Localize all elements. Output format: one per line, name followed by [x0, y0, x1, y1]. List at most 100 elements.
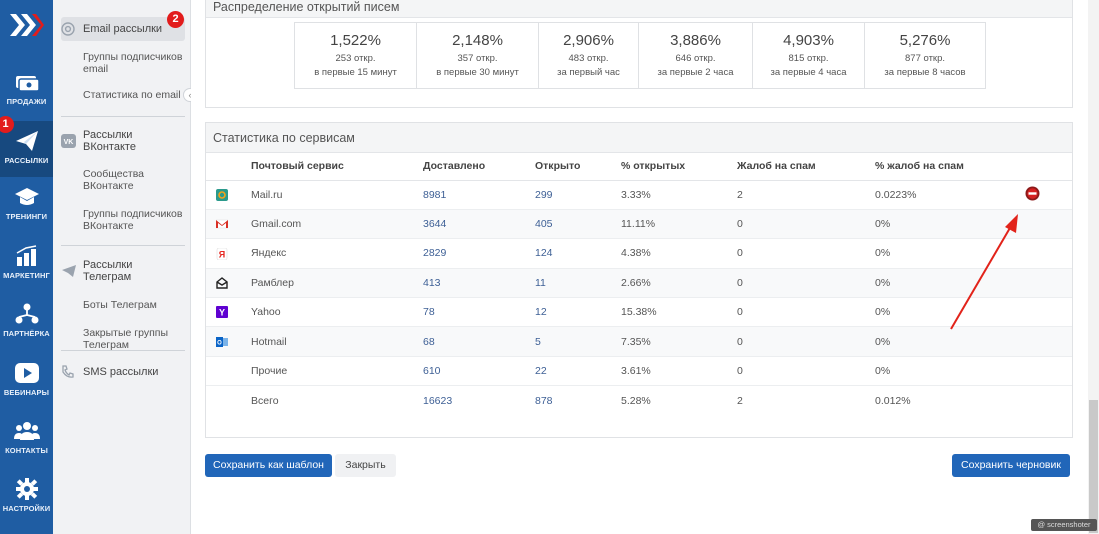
sidebar-item-sms[interactable]: SMS рассылки [61, 360, 185, 384]
table-row: Рамблер 413 11 2.66% 0 0% [206, 268, 1072, 299]
delivered-value: 78 [423, 297, 535, 328]
delivered-value: 3644 [423, 209, 535, 240]
open-percent: 2,906% [563, 32, 614, 49]
watermark: @ screenshoter [1031, 519, 1097, 531]
spam-complaints-value: 0 [737, 356, 875, 387]
delivered-value: 413 [423, 268, 535, 299]
column-header: Жалоб на спам [737, 153, 875, 181]
delivered-value: 16623 [423, 385, 535, 416]
svg-text:Я: Я [219, 249, 225, 259]
save-draft-button[interactable]: Сохранить черновик [952, 454, 1070, 477]
spam-warning-icon[interactable] [1025, 186, 1040, 201]
opened-value: 124 [535, 238, 621, 269]
distribution-cell: 3,886% 646 откр. за первые 2 часа [639, 23, 753, 88]
services-panel: Статистика по сервисам Почтовый сервис Д… [205, 122, 1073, 438]
sidebar-item-vk-communities[interactable]: Сообщества ВКонтакте [83, 168, 144, 192]
open-rate-value: 4.38% [621, 238, 737, 269]
bar-chart-icon [16, 245, 36, 266]
close-button[interactable]: Закрыть [335, 454, 396, 477]
open-rate-value: 15.38% [621, 297, 737, 328]
sidebar-item-label: Рассылки ВКонтакте [83, 129, 136, 153]
yandex-icon: Я [216, 247, 228, 260]
service-name: Hotmail [251, 326, 423, 357]
save-as-template-button[interactable]: Сохранить как шаблон [205, 454, 332, 477]
svg-text:Y: Y [219, 308, 225, 318]
annotation-arrow [950, 214, 1018, 330]
icon-rail: ПРОДАЖИ РАССЫЛКИ 1 ТРЕНИНГИ МАРКЕТИНГ ПА… [0, 0, 53, 534]
distribution-cells: 1,522% 253 откр. в первые 15 минут 2,148… [294, 22, 986, 89]
spam-complaints-value: 0 [737, 238, 875, 269]
sidebar-item-tg-bots[interactable]: Боты Телеграм [83, 299, 157, 311]
rail-item-trainings[interactable]: ТРЕНИНГИ [0, 177, 53, 233]
main-content: Распределение открытий писем 1,522% 253 … [191, 0, 1099, 534]
open-percent: 2,148% [452, 32, 503, 49]
table-row: O Hotmail 68 5 7.35% 0 0% [206, 326, 1072, 357]
open-percent: 5,276% [899, 32, 951, 49]
open-rate-value: 5.28% [621, 385, 737, 416]
open-rate-value: 3.61% [621, 356, 737, 387]
table-row-total: Всего 16623 878 5.28% 2 0.012% [206, 385, 1072, 416]
rail-label: КОНТАКТЫ [5, 446, 48, 455]
opened-value: 11 [535, 268, 621, 299]
spam-complaints-value: 0 [737, 209, 875, 240]
email-badge: 2 [167, 11, 184, 28]
table-row: Mail.ru 8981 299 3.33% 2 0.0223% [206, 180, 1072, 210]
yahoo-icon: Y [216, 306, 228, 319]
page-scrollbar[interactable] [1088, 0, 1099, 534]
distribution-cell: 4,903% 815 откр. за первые 4 часа [753, 23, 865, 88]
spam-rate-value: 0% [875, 356, 1025, 387]
sidebar-item-email-stats[interactable]: Статистика по email [83, 89, 181, 101]
tg-group: Рассылки Телеграм Боты Телеграм Закрытые… [61, 254, 185, 351]
sidebar-item-email-groups[interactable]: Группы подписчиков email [83, 51, 183, 75]
rambler-icon [216, 277, 228, 289]
services-table: Почтовый сервис Доставлено Открыто % отк… [206, 153, 1072, 416]
svg-text:O: O [217, 340, 222, 346]
svg-text:VK: VK [64, 139, 74, 146]
service-name: Всего [251, 385, 423, 416]
sidebar-item-label: SMS рассылки [83, 366, 159, 378]
open-period: за первые 2 часа [657, 67, 734, 78]
column-header: Открыто [535, 153, 621, 181]
sidebar-item-telegram[interactable]: Рассылки Телеграм [61, 254, 185, 288]
service-name: Яндекс [251, 238, 423, 269]
logo-icon[interactable] [8, 12, 44, 38]
delivered-value: 68 [423, 326, 535, 357]
open-percent: 4,903% [783, 32, 834, 49]
sidebar-item-tg-groups[interactable]: Закрытые группы Телеграм [83, 327, 168, 351]
scrollbar-thumb[interactable] [1089, 400, 1098, 533]
service-name: Прочие [251, 356, 423, 387]
graduation-cap-icon [14, 188, 39, 205]
table-row: Прочие 610 22 3.61% 0 0% [206, 356, 1072, 387]
distribution-cell: 2,906% 483 откр. за первый час [539, 23, 639, 88]
service-name: Mail.ru [251, 180, 423, 210]
rail-item-contacts[interactable]: КОНТАКТЫ [0, 411, 53, 467]
sidebar-item-vk[interactable]: VK Рассылки ВКонтакте [61, 124, 185, 158]
open-count: 357 откр. [457, 53, 498, 64]
table-header-row: Почтовый сервис Доставлено Открыто % отк… [206, 153, 1072, 181]
sidebar-item-vk-groups[interactable]: Группы подписчиков ВКонтакте [83, 208, 183, 232]
services-title: Статистика по сервисам [206, 123, 1072, 153]
open-period: в первые 30 минут [436, 67, 519, 78]
spam-rate-value: 0% [875, 297, 1025, 328]
email-group: Email рассылки Группы подписчиков email … [61, 17, 185, 101]
open-period: за первый час [557, 67, 620, 78]
spam-rate-value: 0% [875, 209, 1025, 240]
spam-rate-value: 0.0223% [875, 180, 1025, 210]
rail-item-partners[interactable]: ПАРТНЁРКА [0, 294, 53, 350]
rail-item-sales[interactable]: ПРОДАЖИ [0, 62, 53, 118]
opened-value: 5 [535, 326, 621, 357]
rail-item-marketing[interactable]: МАРКЕТИНГ [0, 236, 53, 292]
spam-complaints-value: 2 [737, 180, 875, 210]
divider [61, 350, 185, 351]
spam-rate-value: 0% [875, 268, 1025, 299]
open-period: в первые 15 минут [314, 67, 397, 78]
service-name: Gmail.com [251, 209, 423, 240]
open-rate-value: 7.35% [621, 326, 737, 357]
network-icon [15, 303, 38, 324]
opened-value: 12 [535, 297, 621, 328]
rail-item-settings[interactable]: НАСТРОЙКИ [0, 469, 53, 525]
open-rate-value: 2.66% [621, 268, 737, 299]
rail-label: ТРЕНИНГИ [5, 212, 48, 221]
rail-item-webinars[interactable]: ВЕБИНАРЫ [0, 353, 53, 409]
sidebar-item-email[interactable]: Email рассылки [61, 17, 185, 41]
